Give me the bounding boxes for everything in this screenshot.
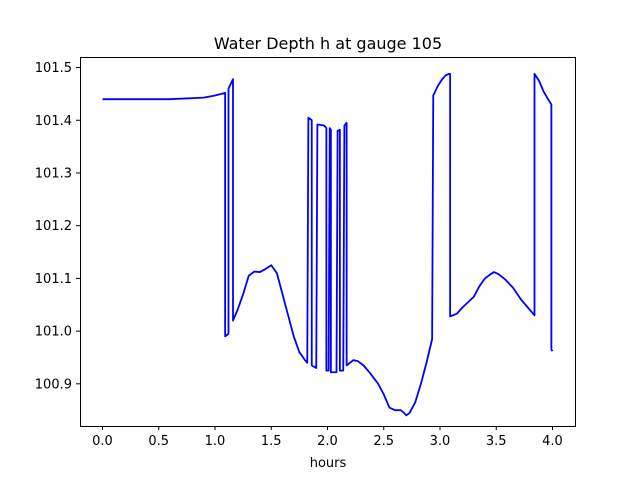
plot-frame bbox=[80, 57, 576, 427]
x-tick-label: 0.5 bbox=[148, 434, 169, 449]
series-line-0 bbox=[102, 72, 554, 417]
x-tick-label: 1.5 bbox=[261, 434, 282, 449]
x-tick-label: 3.5 bbox=[486, 434, 507, 449]
x-tick-label: 2.0 bbox=[317, 434, 338, 449]
y-tick-label: 101.4 bbox=[35, 114, 72, 129]
y-axis-ticks: 100.9 101.0 101.1 101.2 101.3 101.4 101.5 bbox=[35, 61, 80, 392]
y-tick-label: 101.5 bbox=[35, 61, 72, 76]
y-tick-label: 101.2 bbox=[35, 219, 72, 234]
chart-title: Water Depth h at gauge 105 bbox=[214, 34, 442, 53]
x-axis-label: hours bbox=[310, 456, 347, 471]
x-tick-label: 1.0 bbox=[205, 434, 226, 449]
y-tick-label: 100.9 bbox=[35, 377, 72, 392]
x-tick-label: 0.0 bbox=[92, 434, 113, 449]
x-tick-label: 2.5 bbox=[373, 434, 394, 449]
y-tick-label: 101.0 bbox=[35, 325, 72, 340]
x-tick-label: 3.0 bbox=[430, 434, 451, 449]
y-tick-label: 101.1 bbox=[35, 272, 72, 287]
x-tick-label: 4.0 bbox=[542, 434, 563, 449]
y-tick-label: 101.3 bbox=[35, 166, 72, 181]
series-layer bbox=[102, 72, 554, 417]
x-axis-ticks: 0.0 0.5 1.0 1.5 2.0 2.5 3.0 3.5 4.0 bbox=[92, 426, 563, 449]
